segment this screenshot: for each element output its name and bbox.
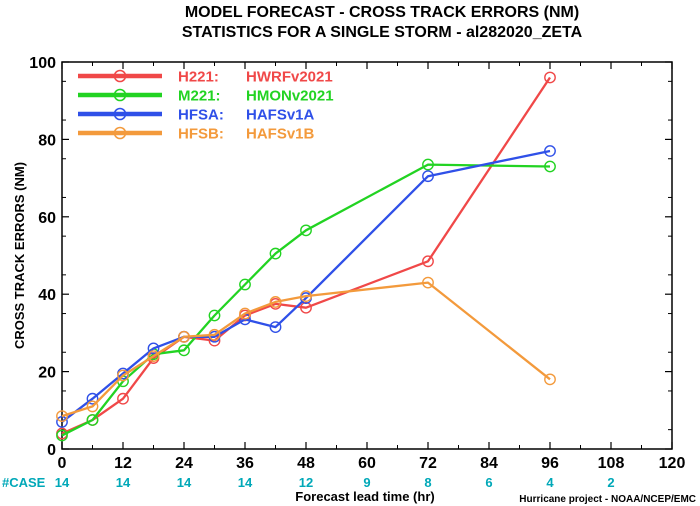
case-count: 14 bbox=[116, 475, 131, 490]
x-tick-label: 12 bbox=[114, 455, 132, 472]
legend-marker bbox=[113, 88, 127, 102]
data-point bbox=[239, 307, 251, 320]
case-count: 6 bbox=[485, 475, 492, 490]
data-point bbox=[544, 160, 556, 173]
y-axis-ticks: 0 20 40 60 80 100 bbox=[29, 55, 672, 459]
data-point bbox=[117, 369, 129, 382]
data-point bbox=[86, 392, 99, 405]
data-point bbox=[422, 170, 434, 183]
data-point bbox=[208, 309, 221, 322]
y-tick-label: 100 bbox=[29, 55, 56, 72]
x-tick-label: 108 bbox=[598, 455, 625, 472]
legend: H221: HWRFv2021 M221: HMONv2021 HFSA: HAFSv1A… bbox=[78, 69, 334, 143]
series-line bbox=[61, 149, 551, 423]
y-tick-label: 0 bbox=[47, 442, 56, 459]
x-tick-label: 120 bbox=[659, 455, 686, 472]
data-point bbox=[269, 247, 282, 260]
data-point bbox=[544, 373, 556, 386]
credit-text: Hurricane project - NOAA/NCEP/EMC bbox=[519, 494, 696, 505]
x-tick-label: 48 bbox=[297, 455, 315, 472]
y-axis-label: CROSS TRACK ERRORS (NM) bbox=[12, 162, 27, 349]
data-point bbox=[422, 255, 434, 268]
legend-marker bbox=[113, 126, 127, 140]
data-point bbox=[544, 145, 556, 157]
x-tick-label: 0 bbox=[58, 455, 67, 472]
legend-name: HAFSv1A bbox=[246, 107, 315, 124]
data-point bbox=[269, 296, 282, 308]
y-tick-label: 40 bbox=[38, 287, 56, 304]
case-count: 12 bbox=[299, 475, 313, 490]
legend-code: M221: bbox=[178, 88, 221, 105]
x-axis-label: Forecast lead time (hr) bbox=[295, 489, 434, 504]
data-point bbox=[178, 330, 190, 343]
case-count: 9 bbox=[363, 475, 370, 490]
y-tick-label: 60 bbox=[38, 210, 56, 227]
data-point bbox=[422, 276, 434, 289]
x-tick-label: 96 bbox=[541, 455, 559, 472]
data-point bbox=[269, 321, 282, 333]
case-count: 14 bbox=[238, 475, 253, 490]
case-count: 2 bbox=[607, 475, 614, 490]
y-tick-label: 20 bbox=[38, 365, 56, 382]
case-count: 14 bbox=[177, 475, 192, 490]
data-point bbox=[56, 410, 68, 423]
data-point bbox=[300, 301, 312, 314]
chart-title-line-1: MODEL FORECAST - CROSS TRACK ERRORS (NM) bbox=[185, 4, 579, 21]
data-point bbox=[147, 342, 160, 355]
data-point bbox=[422, 158, 434, 171]
data-point bbox=[208, 328, 221, 341]
plot-frame bbox=[61, 61, 673, 450]
legend-name: HAFSv1B bbox=[246, 126, 315, 143]
case-count-label: #CASE bbox=[2, 475, 46, 490]
x-tick-label: 24 bbox=[175, 455, 193, 472]
case-count-values: 14 14 14 14 12 9 8 6 4 2 bbox=[55, 475, 615, 490]
data-point bbox=[147, 350, 160, 363]
chart-title-line-2: STATISTICS FOR A SINGLE STORM - al282020… bbox=[182, 24, 583, 41]
legend-marker bbox=[113, 107, 127, 121]
series-layer bbox=[56, 71, 556, 442]
series-line bbox=[61, 281, 551, 418]
legend-code: HFSA: bbox=[178, 107, 224, 124]
x-tick-label: 60 bbox=[358, 455, 376, 472]
data-point bbox=[178, 344, 190, 357]
legend-name: HWRFv2021 bbox=[246, 69, 333, 86]
data-point bbox=[86, 400, 99, 413]
legend-code: HFSB: bbox=[178, 126, 224, 143]
legend-code: H221: bbox=[178, 69, 219, 86]
data-point bbox=[300, 224, 312, 237]
series-line bbox=[61, 163, 551, 437]
case-count: 14 bbox=[55, 475, 70, 490]
case-count: 4 bbox=[546, 475, 554, 490]
x-axis-ticks: 0 12 24 36 48 60 72 84 96 108 120 bbox=[58, 62, 686, 472]
x-tick-label: 36 bbox=[236, 455, 254, 472]
data-point bbox=[56, 429, 68, 442]
data-point bbox=[56, 416, 68, 428]
legend-marker bbox=[113, 69, 127, 83]
data-point bbox=[86, 414, 99, 426]
y-tick-label: 80 bbox=[38, 132, 56, 149]
data-point bbox=[544, 71, 556, 84]
data-point bbox=[300, 290, 312, 303]
legend-name: HMONv2021 bbox=[246, 88, 334, 105]
x-tick-label: 72 bbox=[419, 455, 437, 472]
data-point bbox=[117, 392, 129, 405]
x-tick-label: 84 bbox=[480, 455, 498, 472]
data-point bbox=[239, 278, 251, 291]
case-count: 8 bbox=[424, 475, 431, 490]
